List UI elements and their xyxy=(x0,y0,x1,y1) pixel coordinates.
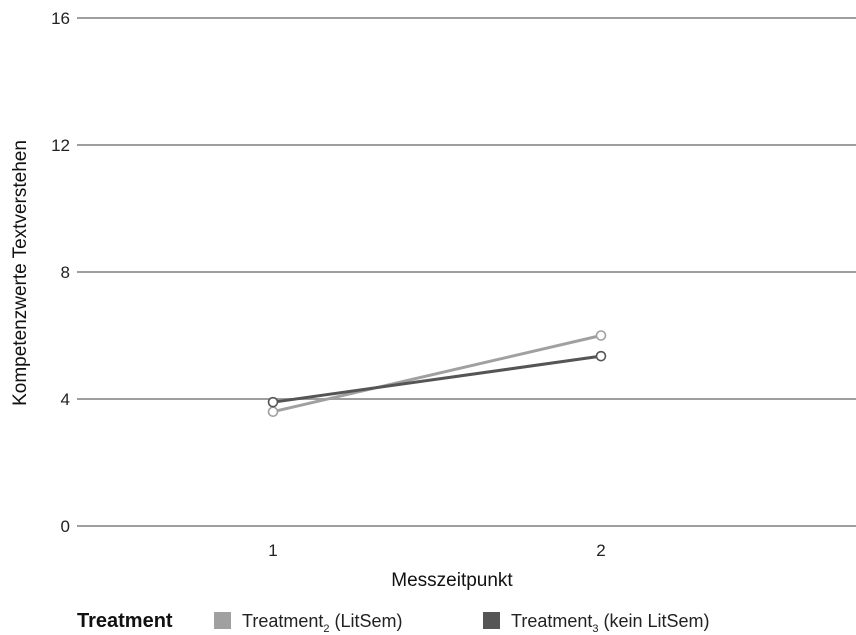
gridlines xyxy=(77,17,856,527)
data-point xyxy=(267,406,279,418)
y-tick-label: 8 xyxy=(61,263,70,282)
legend-item: Treatment3 (kein LitSem) xyxy=(483,611,710,635)
data-point xyxy=(267,396,279,408)
x-axis-title: Messzeitpunkt xyxy=(391,570,513,591)
y-tick-label: 16 xyxy=(51,9,70,28)
legend-swatch xyxy=(214,612,231,629)
legend-swatch xyxy=(483,612,500,629)
legend-title: Treatment xyxy=(77,610,173,632)
y-axis-title: Kompetenzwerte Textverstehen xyxy=(10,140,31,406)
series-line xyxy=(272,354,602,404)
x-tick-label: 1 xyxy=(268,541,277,560)
legend: Treatment Treatment2 (LitSem) Treatment3 … xyxy=(77,610,710,635)
legend-label: Treatment3 (kein LitSem) xyxy=(511,611,710,635)
y-tick-label: 4 xyxy=(61,390,70,409)
series-layer xyxy=(267,330,607,418)
legend-label: Treatment2 (LitSem) xyxy=(242,611,403,635)
series-2 xyxy=(267,350,607,408)
data-point xyxy=(595,330,607,341)
series-line xyxy=(272,334,602,414)
data-point xyxy=(595,350,607,362)
y-tick-label: 0 xyxy=(61,517,70,536)
series-1 xyxy=(267,330,607,418)
y-axis-ticks: 0 4 8 12 16 xyxy=(51,9,70,536)
legend-item: Treatment2 (LitSem) xyxy=(214,611,403,635)
x-tick-label: 2 xyxy=(596,541,605,560)
y-tick-label: 12 xyxy=(51,136,70,155)
